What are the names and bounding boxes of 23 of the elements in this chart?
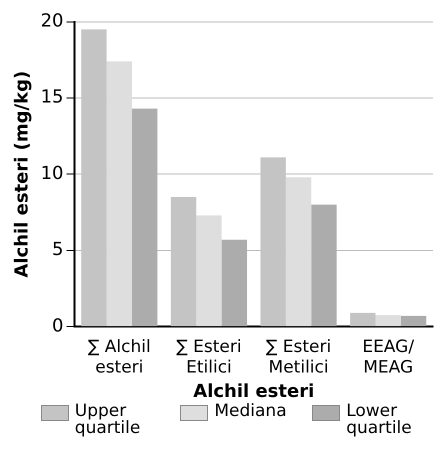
bar (350, 312, 376, 326)
bar (222, 240, 248, 326)
y-tick-label: 10 (40, 162, 64, 184)
bar (132, 108, 158, 326)
bar (286, 177, 312, 326)
y-tick-label: 0 (52, 315, 64, 336)
x-axis-title: Alchil esteri (193, 380, 314, 402)
y-tick-label: 20 (40, 10, 64, 32)
legend-label: Lower quartile (346, 401, 413, 438)
x-tick-label: ∑ Alchil esteri (88, 337, 151, 378)
y-tick-label: 5 (52, 239, 64, 260)
bar (400, 316, 426, 326)
bar (106, 61, 132, 326)
y-axis-title: Alchil esteri (mg/kg) (11, 70, 32, 278)
legend-label: Mediana (214, 401, 287, 421)
x-tick-label: ∑ Esteri Metilici (266, 337, 332, 378)
x-tick-label: EEAG/ MEAG (362, 337, 414, 378)
x-tick-label: ∑ Esteri Etilici (176, 337, 242, 378)
bar (375, 315, 401, 326)
legend-label: Upper quartile (74, 401, 142, 438)
bar (311, 204, 337, 326)
bar (196, 215, 222, 326)
y-tick-label: 15 (40, 86, 64, 108)
